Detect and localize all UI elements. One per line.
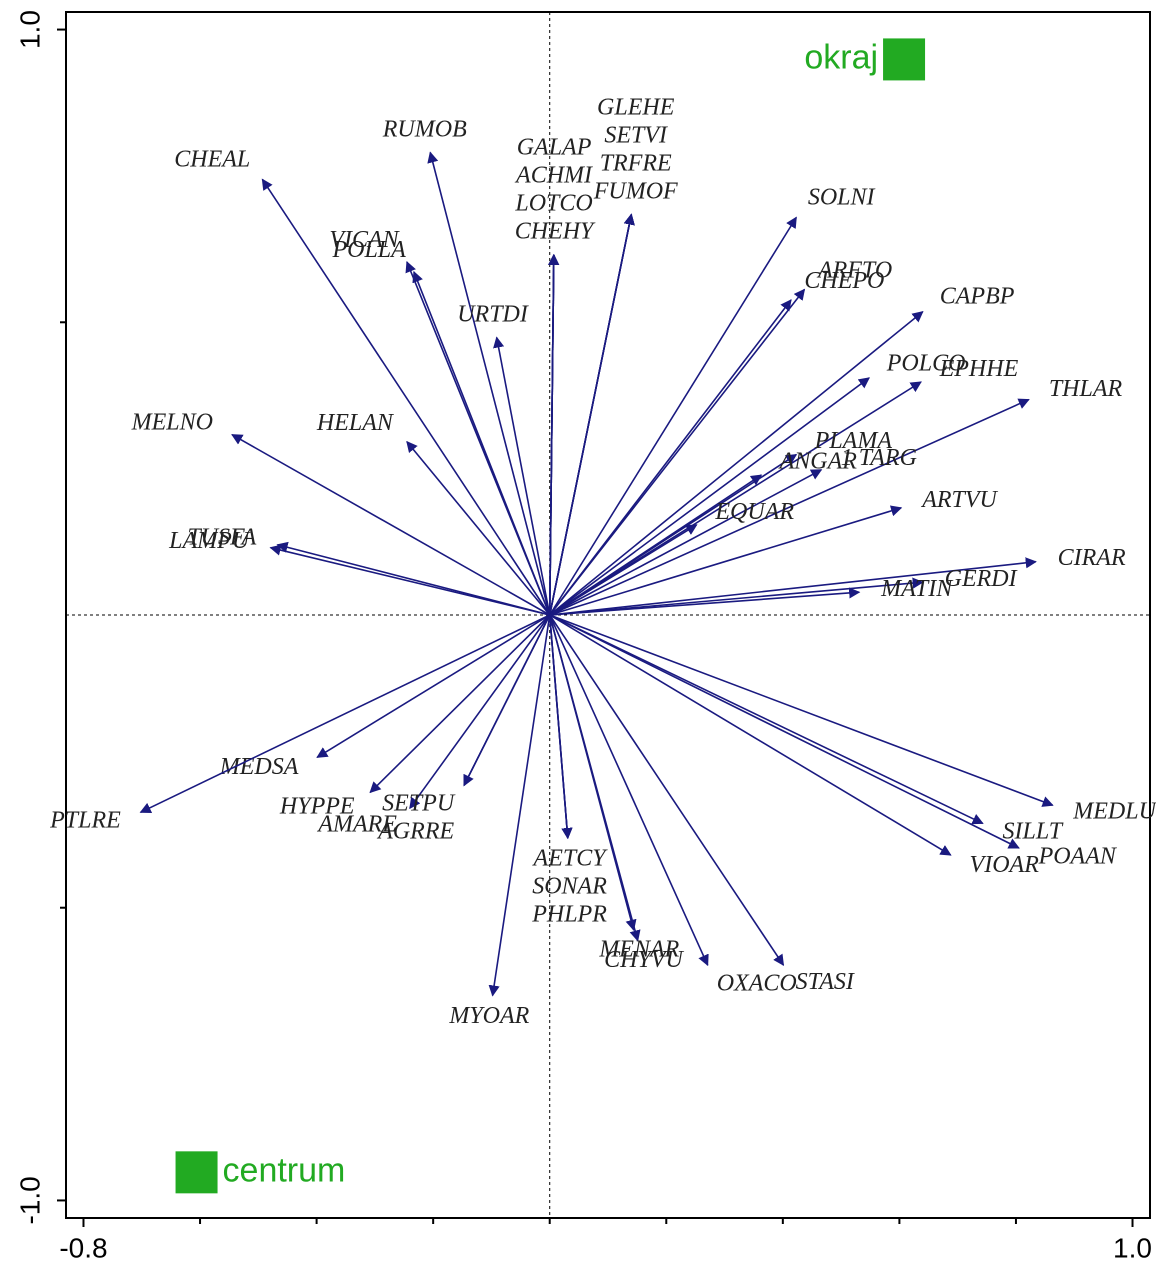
y-tick-label: 1.0 (14, 10, 45, 49)
centroid-label: centrum (223, 1151, 346, 1189)
species-arrow (549, 377, 870, 616)
species-arrow (549, 614, 1020, 849)
species-label: GERDI (945, 566, 1018, 592)
species-arrow (549, 577, 924, 616)
species-label: CHEPO (804, 268, 884, 294)
species-label: AMARE (316, 812, 397, 838)
species-label: SOLNI (808, 184, 876, 210)
species-arrow (548, 213, 635, 616)
species-label: TUSFA (187, 525, 256, 551)
species-arrow (549, 505, 903, 616)
species-label: ACHMI (514, 162, 593, 188)
species-label: MENAR (598, 937, 679, 963)
species-arrow (549, 557, 1037, 616)
species-arrow (549, 614, 984, 825)
species-arrow (261, 178, 551, 616)
species-arrow (549, 614, 952, 856)
species-label: OXACO (717, 971, 797, 997)
x-tick-label: 1.0 (1113, 1232, 1152, 1263)
species-label: SETPU (382, 791, 456, 817)
species-label: THLAR (1049, 376, 1123, 402)
centroid-label: okraj (804, 38, 878, 76)
species-arrow (549, 614, 1054, 807)
species-label: TRFRE (600, 151, 672, 177)
species-label: POLCO (886, 350, 966, 376)
species-arrow (549, 311, 924, 616)
species-label: LAMPU (168, 528, 251, 554)
species-label: MELNO (131, 409, 213, 435)
species-label: ARTVU (920, 487, 998, 513)
species-label: CHEAL (174, 147, 250, 173)
species-label: GALAP (517, 134, 592, 160)
species-label: CHEHY (515, 218, 596, 244)
species-arrow (369, 614, 551, 794)
species-arrow (549, 587, 861, 616)
species-label: VICAN (329, 227, 400, 253)
species-label: CAPBP (940, 283, 1015, 309)
species-label: SILLT (1003, 818, 1064, 844)
species-label: PTLRE (49, 807, 121, 833)
species-arrow (488, 614, 551, 997)
species-arrow (427, 151, 551, 616)
species-arrow (549, 524, 698, 616)
species-arrow (548, 614, 637, 932)
species-label: AGRRE (376, 819, 454, 845)
species-arrow (409, 614, 551, 810)
species-arrow (269, 544, 550, 616)
species-label: MEDLU (1072, 799, 1156, 825)
species-arrow (406, 440, 551, 616)
species-label: PHLPR (531, 901, 607, 927)
species-arrow (548, 253, 560, 616)
species-arrow (549, 474, 763, 616)
species-label: PLAMA (814, 428, 893, 454)
species-arrow (549, 299, 792, 616)
species-label: URTDI (457, 301, 529, 327)
y-tick-label: -1.0 (14, 1176, 45, 1224)
species-arrow (231, 433, 551, 616)
centroid-marker (175, 1151, 218, 1194)
species-label: AETCY (532, 845, 609, 871)
species-arrow (549, 469, 823, 616)
species-arrow (549, 398, 1030, 616)
species-arrow (548, 614, 573, 840)
species-label: SETVI (604, 123, 668, 149)
species-label: GLEHE (597, 95, 675, 121)
species-label: POLLA (331, 237, 406, 263)
species-label: STASI (796, 969, 855, 995)
species-label: 1 TARG (841, 445, 917, 471)
species-arrow (549, 614, 785, 967)
species-label: MYOAR (448, 1003, 529, 1029)
species-label: CHYVU (604, 947, 684, 973)
species-arrow (412, 270, 551, 616)
x-tick-label: -0.8 (59, 1232, 107, 1263)
species-arrow (548, 614, 709, 967)
species-label: EQUAR (714, 499, 794, 525)
centroid-marker (883, 38, 926, 81)
species-label: VIOAR (970, 852, 1040, 878)
species-label: MEDSA (219, 754, 299, 780)
species-label: HYPPE (279, 793, 355, 819)
species-label: POAAN (1038, 843, 1118, 869)
species-arrow (549, 216, 797, 616)
species-arrow (316, 614, 551, 758)
species-label: FUMOF (593, 179, 678, 205)
species-label: ARFTO (816, 258, 892, 284)
species-label: CIRAR (1058, 545, 1126, 571)
species-label: HELAN (316, 410, 395, 436)
species-label: RUMOB (382, 117, 467, 143)
species-arrow (493, 336, 551, 616)
species-arrow (139, 614, 551, 814)
species-label: ANGAR (778, 448, 858, 474)
species-label: SONAR (532, 873, 607, 899)
species-label: LOTCO (514, 190, 592, 216)
species-label: MATIN (880, 576, 954, 602)
species-label: EPHHE (939, 356, 1019, 382)
species-arrow (463, 614, 551, 787)
